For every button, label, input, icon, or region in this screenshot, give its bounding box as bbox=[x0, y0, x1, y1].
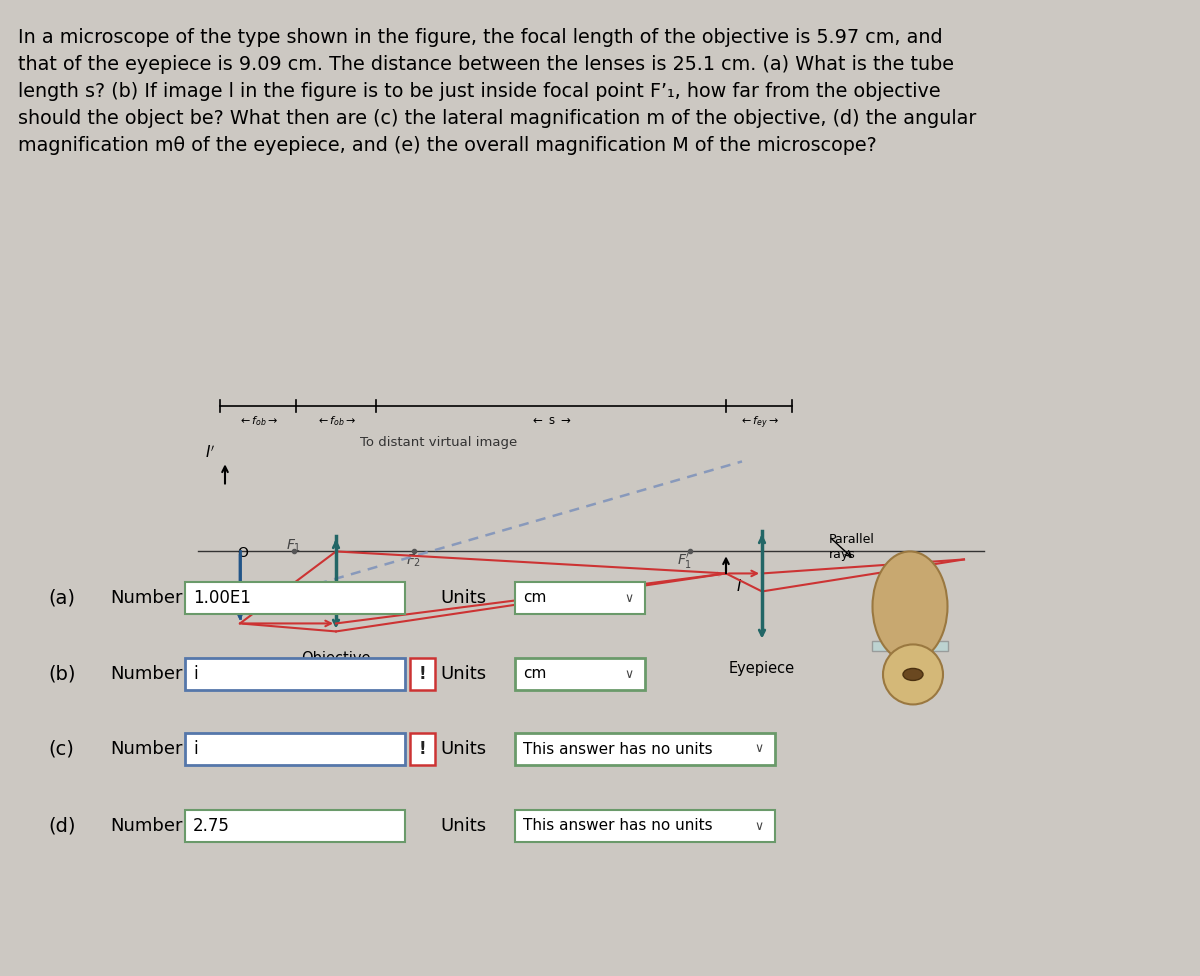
Text: Units: Units bbox=[440, 817, 486, 835]
Ellipse shape bbox=[904, 669, 923, 680]
Text: i: i bbox=[193, 665, 198, 683]
Text: (b): (b) bbox=[48, 665, 76, 683]
Text: This answer has no units: This answer has no units bbox=[523, 819, 713, 834]
Bar bbox=[515, 810, 775, 842]
Text: Number: Number bbox=[110, 817, 182, 835]
Text: Number: Number bbox=[110, 740, 182, 758]
Text: $F_1$: $F_1$ bbox=[287, 538, 301, 553]
Text: 1.00E1: 1.00E1 bbox=[193, 589, 251, 607]
Text: This answer has no units: This answer has no units bbox=[523, 742, 713, 756]
Text: that of the eyepiece is 9.09 cm. The distance between the lenses is 25.1 cm. (a): that of the eyepiece is 9.09 cm. The dis… bbox=[18, 55, 954, 74]
Text: 2.75: 2.75 bbox=[193, 817, 230, 835]
Bar bbox=[185, 658, 406, 690]
Bar bbox=[185, 582, 406, 614]
Text: $\leftarrow f_{ob} \rightarrow$: $\leftarrow f_{ob} \rightarrow$ bbox=[238, 415, 278, 428]
Text: Objective: Objective bbox=[301, 651, 371, 667]
Text: magnification mθ of the eyepiece, and (e) the overall magnification M of the mic: magnification mθ of the eyepiece, and (e… bbox=[18, 136, 877, 155]
Text: cm: cm bbox=[523, 667, 546, 681]
Bar bbox=[515, 582, 646, 614]
Bar bbox=[872, 641, 948, 651]
Text: In a microscope of the type shown in the figure, the focal length of the objecti: In a microscope of the type shown in the… bbox=[18, 28, 943, 47]
Text: O: O bbox=[238, 547, 248, 560]
Text: ∨: ∨ bbox=[755, 820, 763, 833]
Bar bbox=[185, 810, 406, 842]
Text: $F_1'$: $F_1'$ bbox=[677, 552, 692, 571]
Text: To distant virtual image: To distant virtual image bbox=[360, 436, 517, 449]
Bar bbox=[515, 658, 646, 690]
Ellipse shape bbox=[872, 551, 948, 662]
Text: !: ! bbox=[419, 665, 426, 683]
Bar bbox=[185, 733, 406, 765]
Text: Number: Number bbox=[110, 589, 182, 607]
Text: (a): (a) bbox=[48, 589, 74, 607]
Bar bbox=[515, 733, 775, 765]
Text: $\leftarrow f_{ey} \rightarrow$: $\leftarrow f_{ey} \rightarrow$ bbox=[739, 415, 779, 430]
Bar bbox=[410, 733, 436, 765]
Text: Units: Units bbox=[440, 665, 486, 683]
Text: Eyepiece: Eyepiece bbox=[728, 662, 796, 676]
Text: $\leftarrow$ s $\rightarrow$: $\leftarrow$ s $\rightarrow$ bbox=[530, 415, 571, 427]
Text: should the object be? What then are (c) the lateral magnification m of the objec: should the object be? What then are (c) … bbox=[18, 109, 977, 128]
Text: ∨: ∨ bbox=[624, 668, 634, 680]
Circle shape bbox=[883, 644, 943, 705]
Text: length s? (b) If image l in the figure is to be just inside focal point F’₁, how: length s? (b) If image l in the figure i… bbox=[18, 82, 941, 101]
Text: ∨: ∨ bbox=[755, 743, 763, 755]
Text: Units: Units bbox=[440, 589, 486, 607]
Text: Number: Number bbox=[110, 665, 182, 683]
Text: Parallel
rays: Parallel rays bbox=[829, 534, 875, 561]
Text: ∨: ∨ bbox=[624, 591, 634, 604]
Text: $\leftarrow f_{ob} \rightarrow$: $\leftarrow f_{ob} \rightarrow$ bbox=[316, 415, 356, 428]
Text: $F_2$: $F_2$ bbox=[407, 553, 421, 569]
Text: Units: Units bbox=[440, 740, 486, 758]
Bar bbox=[410, 658, 436, 690]
Text: (c): (c) bbox=[48, 740, 74, 758]
Text: !: ! bbox=[419, 740, 426, 758]
Text: $I'$: $I'$ bbox=[204, 445, 215, 462]
Text: (d): (d) bbox=[48, 817, 76, 835]
Text: i: i bbox=[193, 740, 198, 758]
Text: cm: cm bbox=[523, 590, 546, 605]
Text: $I$: $I$ bbox=[736, 579, 742, 594]
